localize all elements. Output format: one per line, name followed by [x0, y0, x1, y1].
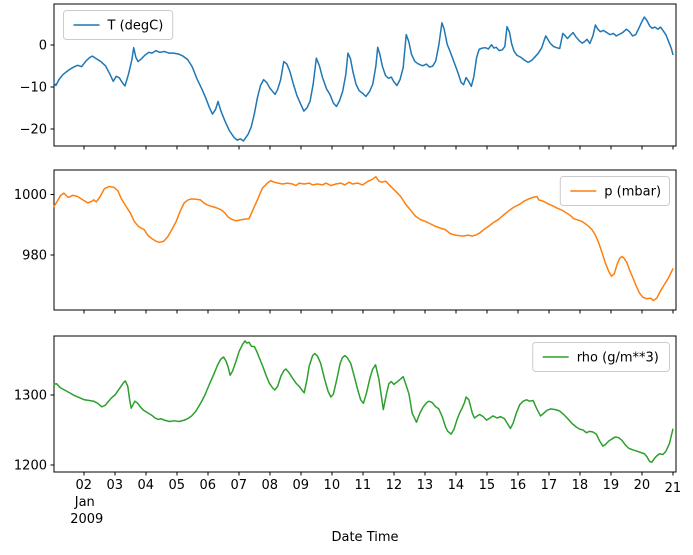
legend-label: p (mbar)	[604, 185, 661, 200]
x-tick-label: 03	[107, 478, 124, 493]
y-tick-label: 1000	[14, 188, 47, 203]
x-tick-label: 12	[386, 478, 403, 493]
x-tick-label: 04	[138, 478, 155, 493]
x-tick-label: 21	[665, 481, 682, 496]
axes-frame-0	[53, 3, 677, 147]
y-tick-label: −20	[20, 123, 47, 138]
y-tick-label: 1300	[14, 388, 47, 403]
x-tick-label: 08	[262, 478, 279, 493]
y-tick-label: 980	[22, 249, 47, 264]
x-tick-label: 07	[231, 478, 248, 493]
x-tick-label: 17	[541, 478, 558, 493]
y-tick-label: −10	[20, 81, 47, 96]
legend-box	[532, 342, 671, 372]
legend-2: rho (g/m**3)	[532, 342, 671, 372]
x-tick-label: 18	[572, 478, 589, 493]
y-tick-label: 0	[39, 39, 47, 54]
x-tick-label: 15	[479, 478, 496, 493]
x-tick-label: 02	[75, 478, 92, 493]
series-line-2	[53, 340, 674, 463]
x-axis-title: Date Time	[331, 530, 398, 545]
x-tick-label: 16	[510, 478, 527, 493]
y-tick-label: 1200	[14, 458, 47, 473]
x-tick-label: 11	[355, 478, 372, 493]
x-tick-label: 13	[417, 478, 434, 493]
legend-label: T (degC)	[107, 19, 164, 34]
x-tick-label: 19	[603, 478, 620, 493]
legend-label: rho (g/m**3)	[577, 351, 659, 366]
x-tick-label: 20	[634, 478, 651, 493]
legend-1: p (mbar)	[559, 176, 670, 206]
x-axis-year-label: 2009	[70, 512, 103, 527]
x-tick-label: 06	[200, 478, 217, 493]
legend-box	[63, 10, 174, 40]
axes-frame-2	[53, 335, 677, 473]
legend-0: T (degC)	[63, 10, 174, 40]
x-axis-month-label: Jan	[74, 495, 95, 510]
x-tick-label: 05	[169, 478, 186, 493]
x-tick-label: 10	[324, 478, 341, 493]
x-tick-label: 14	[448, 478, 465, 493]
series-line-0	[53, 16, 674, 142]
legend-box	[559, 176, 670, 206]
x-tick-label: 09	[293, 478, 310, 493]
series-line-1	[53, 175, 674, 302]
axes-frame-1	[53, 169, 677, 311]
